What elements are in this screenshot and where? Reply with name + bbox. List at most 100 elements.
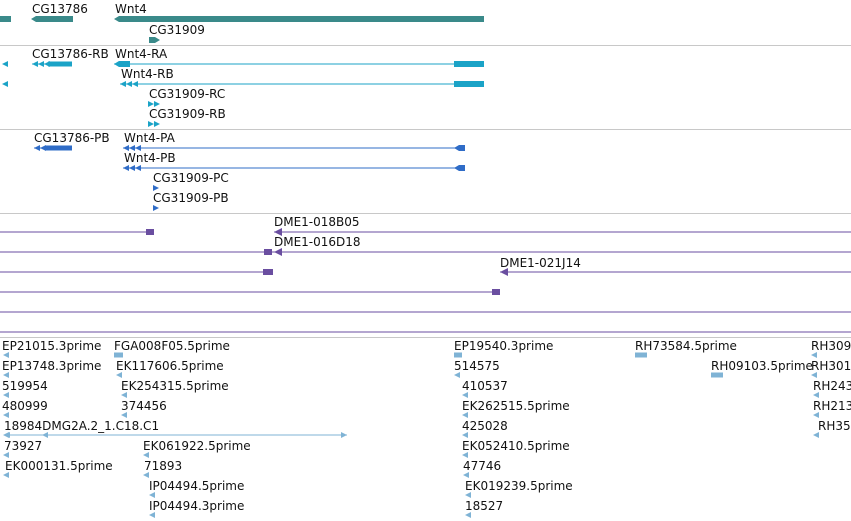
est-label[interactable]: EK117606.5prime	[116, 359, 224, 373]
est-feature[interactable]	[3, 372, 9, 378]
gene-feature[interactable]	[114, 16, 484, 22]
est-feature[interactable]	[121, 412, 127, 418]
est-label[interactable]: EP21015.3prime	[2, 339, 102, 353]
est-feature[interactable]	[3, 352, 9, 358]
est-feature[interactable]	[465, 512, 471, 518]
est-label[interactable]: 519954	[2, 379, 48, 393]
transcript-exon[interactable]	[32, 61, 38, 67]
clone-end[interactable]	[500, 268, 508, 276]
gene-label[interactable]: CG13786	[32, 2, 88, 16]
est-feature[interactable]	[4, 432, 10, 438]
est-feature[interactable]	[143, 472, 149, 478]
est-label[interactable]: EK254315.5prime	[121, 379, 229, 393]
transcript-exon[interactable]	[454, 81, 484, 87]
transcript-label[interactable]: Wnt4-RA	[115, 47, 168, 61]
clone-end[interactable]	[274, 228, 282, 236]
est-label[interactable]: 71893	[144, 459, 183, 473]
gene-feature[interactable]	[149, 37, 160, 43]
clone-end[interactable]	[146, 229, 154, 235]
est-feature[interactable]	[813, 432, 819, 438]
transcript-exon[interactable]	[126, 81, 132, 87]
est-label[interactable]: EK061922.5prime	[143, 439, 251, 453]
est-label[interactable]: RH301	[811, 359, 851, 373]
transcript-feature[interactable]	[2, 61, 8, 67]
protein-exon[interactable]	[123, 145, 129, 151]
transcript-feature[interactable]	[2, 81, 8, 87]
est-feature[interactable]	[3, 472, 9, 478]
est-feature[interactable]	[465, 492, 471, 498]
est-label[interactable]: RH243	[813, 379, 851, 393]
protein-exon[interactable]	[123, 165, 129, 171]
est-label[interactable]: FGA008F05.5prime	[114, 339, 230, 353]
est-feature[interactable]	[3, 392, 9, 398]
protein-feature[interactable]	[153, 185, 159, 191]
est-label[interactable]: RH309	[811, 339, 851, 353]
est-label[interactable]: 410537	[462, 379, 508, 393]
est-feature[interactable]	[149, 512, 155, 518]
transcript-exon[interactable]	[38, 61, 44, 67]
transcript-label[interactable]: CG31909-RB	[149, 107, 226, 121]
est-feature[interactable]	[811, 372, 817, 378]
est-feature[interactable]	[454, 352, 462, 358]
transcript-exon[interactable]	[454, 61, 484, 67]
protein-exon[interactable]	[40, 145, 46, 151]
est-feature[interactable]	[143, 452, 149, 458]
gene-label[interactable]: CG31909	[149, 23, 205, 37]
est-feature[interactable]	[3, 452, 9, 458]
est-label[interactable]: EP19540.3prime	[454, 339, 554, 353]
transcript-feature[interactable]	[154, 101, 160, 107]
protein-exon[interactable]	[129, 145, 135, 151]
transcript-feature[interactable]	[148, 121, 154, 127]
est-feature[interactable]	[116, 372, 122, 378]
est-label[interactable]: 73927	[4, 439, 43, 453]
est-feature[interactable]	[114, 352, 123, 358]
est-label[interactable]: 374456	[121, 399, 167, 413]
protein-exon[interactable]	[46, 145, 72, 151]
est-feature[interactable]	[462, 432, 468, 438]
transcript-exon[interactable]	[114, 61, 130, 67]
gene-feature[interactable]	[31, 16, 73, 22]
protein-exon[interactable]	[135, 165, 141, 171]
est-feature[interactable]	[42, 432, 48, 438]
est-label[interactable]: 18527	[465, 499, 504, 513]
transcript-label[interactable]: CG31909-RC	[149, 87, 226, 101]
est-label[interactable]: EK019239.5prime	[465, 479, 573, 493]
est-label[interactable]: RH35	[818, 419, 851, 433]
est-label[interactable]: 47746	[463, 459, 502, 473]
protein-label[interactable]: CG31909-PB	[153, 191, 229, 205]
transcript-label[interactable]: CG13786-RB	[32, 47, 109, 61]
est-feature[interactable]	[711, 372, 723, 378]
est-feature[interactable]	[341, 432, 347, 438]
est-feature[interactable]	[462, 412, 468, 418]
est-feature[interactable]	[149, 492, 155, 498]
protein-exon[interactable]	[454, 165, 465, 171]
protein-feature[interactable]	[153, 205, 159, 211]
est-label[interactable]: 18984DMG2A.2_1.C18.C1	[4, 419, 160, 433]
transcript-label[interactable]: Wnt4-RB	[121, 67, 174, 81]
transcript-exon[interactable]	[120, 81, 126, 87]
est-label[interactable]: RH73584.5prime	[635, 339, 737, 353]
est-label[interactable]: IP04494.5prime	[149, 479, 245, 493]
clone-end[interactable]	[263, 269, 273, 275]
protein-label[interactable]: Wnt4-PB	[124, 151, 176, 165]
protein-exon[interactable]	[129, 165, 135, 171]
clone-end[interactable]	[274, 248, 282, 256]
est-label[interactable]: RH09103.5prime	[711, 359, 813, 373]
est-feature[interactable]	[811, 352, 817, 358]
protein-exon[interactable]	[34, 145, 40, 151]
transcript-feature[interactable]	[154, 121, 160, 127]
clone-label[interactable]: DME1-016D18	[274, 235, 361, 249]
est-label[interactable]: 480999	[2, 399, 48, 413]
est-label[interactable]: EP13748.3prime	[2, 359, 102, 373]
protein-exon[interactable]	[454, 145, 465, 151]
transcript-feature[interactable]	[148, 101, 154, 107]
est-label[interactable]: EK052410.5prime	[462, 439, 570, 453]
est-feature[interactable]	[121, 392, 127, 398]
clone-label[interactable]: DME1-018B05	[274, 215, 360, 229]
protein-label[interactable]: Wnt4-PA	[124, 131, 175, 145]
est-feature[interactable]	[454, 372, 460, 378]
gene-label[interactable]: Wnt4	[115, 2, 147, 16]
protein-label[interactable]: CG13786-PB	[34, 131, 110, 145]
est-feature[interactable]	[462, 392, 468, 398]
est-label[interactable]: EK262515.5prime	[462, 399, 570, 413]
